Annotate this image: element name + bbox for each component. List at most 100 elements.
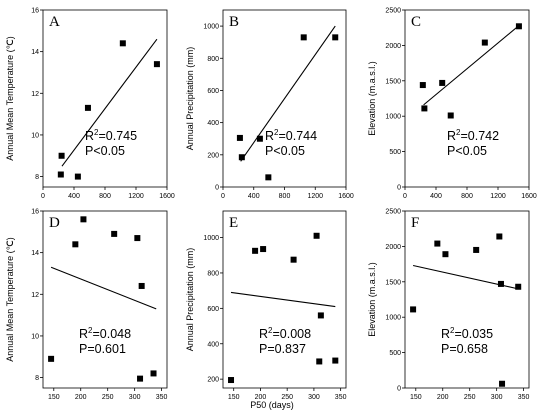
panel-a: 0 400 800 1200 1600 8 10 12 14 16 Annual Mean Temp… [5,8,175,201]
y-tick-label: 8 [35,174,39,181]
data-point [252,247,259,254]
x-tick-label: 1600 [159,193,175,200]
plot-frame [404,210,530,389]
y-tick-label: 2500 [385,8,401,15]
x-tick-label: 800 [461,193,473,200]
x-tick-label: 300 [308,394,320,401]
y-axis-label: Annual Mean Temperature (℃) [5,36,15,161]
data-point [134,235,141,242]
y-tick-label: 1000 [203,235,219,242]
data-point [228,377,235,384]
x-tick-label: 150 [48,394,60,401]
panel-letter: C [411,14,421,30]
y-tick-label: 500 [389,350,401,357]
data-point [515,23,522,30]
data-point [48,355,55,362]
y-tick-label: 0 [397,386,401,393]
x-tick-label: 350 [518,394,530,401]
y-tick-label: 500 [389,149,401,156]
data-point [419,82,426,89]
x-tick-label: 200 [75,394,87,401]
data-point [442,251,449,258]
data-point [481,39,488,46]
data-point [58,152,65,159]
x-tick-label: 250 [281,394,293,401]
data-point [410,306,417,313]
panel-e: 150 200 250 300 350 200 400 600 800 1000 Annual Pr… [185,210,347,401]
panel-letter: F [411,215,419,231]
x-tick-label: 0 [221,193,225,200]
y-tick-label: 14 [31,49,39,56]
p-value-label: P=0.837 [259,342,306,356]
data-point [434,240,441,247]
x-tick-label: 250 [464,394,476,401]
data-point [265,174,272,181]
data-point [138,282,145,289]
panel-letter: B [229,14,239,30]
y-tick-label: 200 [207,152,219,159]
data-point [119,40,126,47]
data-point [447,112,454,119]
panel-d: 150 200 250 300 350 8 10 12 14 16 Annual Mean Temp… [5,209,168,402]
regression-line [423,25,520,106]
y-tick-label: 600 [207,306,219,313]
data-point [72,241,79,248]
data-point [496,233,503,240]
x-tick-label: 200 [255,394,267,401]
r-squared-label: R2=0.048 [79,326,131,341]
r-squared-label: R2=0.008 [259,326,311,341]
data-point [57,171,64,178]
y-tick-label: 2000 [385,43,401,50]
data-point [290,256,297,263]
data-point [238,154,245,161]
y-axis-label: Elevation (m.a.s.l.) [367,61,377,136]
p-value-label: P<0.05 [85,144,125,158]
x-axis-label: P50 (days) [250,400,294,410]
data-point [313,232,320,239]
y-axis-label: Elevation (m.a.s.l.) [367,262,377,337]
x-tick-label: 800 [99,193,111,200]
data-point [439,79,446,86]
x-tick-label: 400 [430,193,442,200]
y-tick-label: 1500 [385,279,401,286]
panel-b: 0 400 800 1200 1600 0 200 400 600 800 1000 Annual P… [185,9,354,200]
y-axis-label: Annual Mean Temperature (℃) [5,237,15,362]
data-point [84,104,91,111]
r-squared-label: R2=0.742 [447,128,499,143]
panel-c: 0 400 800 1200 1600 0 500 1000 1500 2000 2500 Eleva… [367,8,537,201]
y-tick-label: 1500 [385,78,401,85]
panel-letter: A [49,14,60,30]
p-value-label: P<0.05 [265,144,305,158]
data-point [332,357,339,364]
x-tick-label: 300 [129,394,141,401]
data-point [473,246,480,253]
panel-letter: D [49,215,60,231]
y-axis-label: Annual Precipitation (mm) [185,248,195,352]
y-axis-label: Annual Precipitation (mm) [185,47,195,151]
x-tick-label: 1200 [128,193,144,200]
y-tick-label: 10 [31,333,39,340]
data-point [332,34,339,41]
y-tick-label: 1000 [385,315,401,322]
regression-line [240,25,336,162]
y-tick-label: 1000 [385,114,401,121]
data-point [421,105,428,112]
r-squared-label: R2=0.035 [441,326,493,341]
regression-line [61,38,158,167]
x-tick-label: 350 [156,394,168,401]
data-point [80,216,87,223]
data-point [256,135,263,142]
plot-frame [42,210,168,389]
x-tick-label: 400 [68,193,80,200]
data-point [111,230,118,237]
regression-line [50,266,157,310]
p-value-label: P<0.05 [447,144,487,158]
x-tick-label: 1200 [490,193,506,200]
x-tick-label: 350 [335,394,347,401]
x-tick-label: 400 [248,193,260,200]
y-tick-label: 1000 [203,24,219,31]
data-point [499,380,506,387]
x-tick-label: 0 [41,193,45,200]
y-tick-label: 0 [397,185,401,192]
